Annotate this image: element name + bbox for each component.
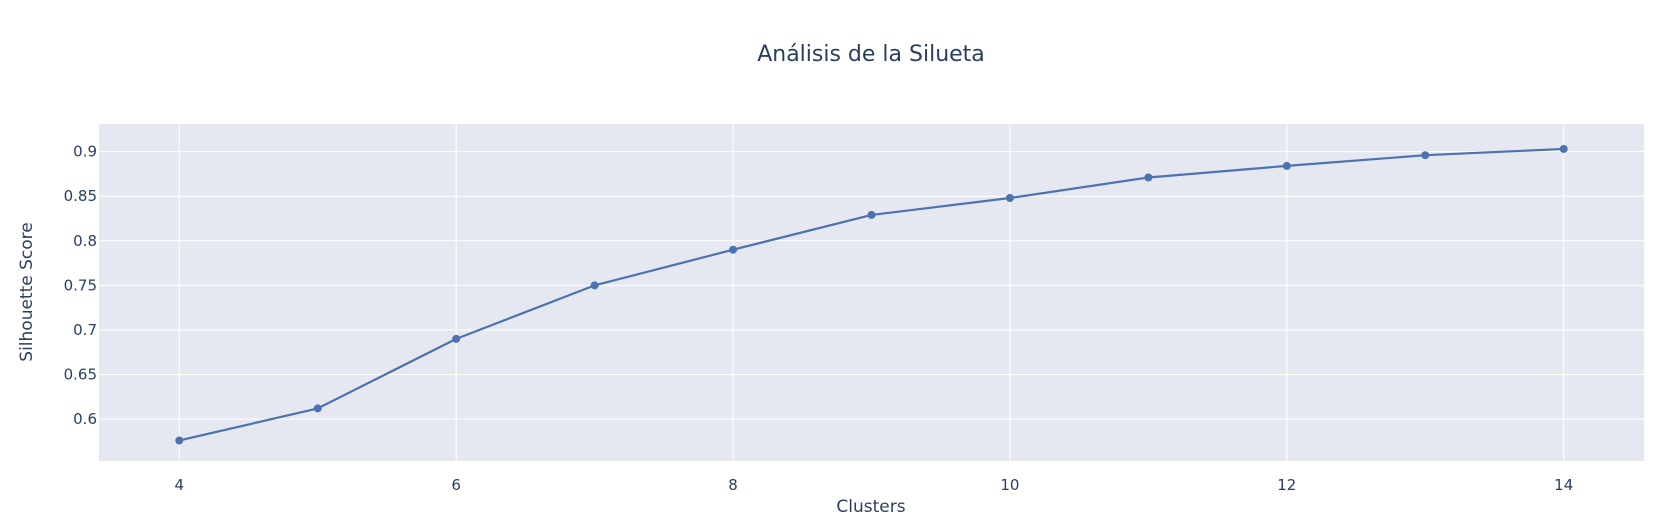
x-tick-label: 12 [1277,476,1296,494]
data-point [729,245,738,254]
y-tick-label: 0.85 [64,187,97,205]
y-axis-title: Silhouette Score [17,222,37,361]
y-tick-label: 0.9 [73,143,97,161]
tick-labels: 4 6 8 10 12 14 0.6 0.65 0.7 0.75 0.8 0.85 0.9 [64,143,1574,494]
data-point [313,404,322,413]
x-tick-label: 6 [451,476,461,494]
y-tick-label: 0.65 [64,366,97,384]
x-tick-label: 4 [175,476,185,494]
y-tick-label: 0.75 [64,276,97,294]
y-tick-label: 0.7 [73,321,97,339]
grid-lines [99,124,1644,461]
data-point [175,436,184,445]
x-tick-label: 10 [1000,476,1019,494]
data-point [1144,173,1153,182]
plot-area [99,124,1644,461]
y-tick-label: 0.6 [73,410,97,428]
data-point [1421,151,1430,160]
data-point [1005,193,1014,202]
x-tick-label: 14 [1554,476,1573,494]
x-tick-label: 8 [728,476,738,494]
data-point [590,281,599,290]
data-point [1559,144,1568,153]
data-point [452,334,461,343]
data-point [1282,161,1291,170]
chart-title: Análisis de la Silueta [757,42,985,67]
data-point [867,210,876,219]
y-tick-label: 0.8 [73,232,97,250]
series-layer [175,144,1568,445]
x-axis-title: Clusters [836,497,905,517]
